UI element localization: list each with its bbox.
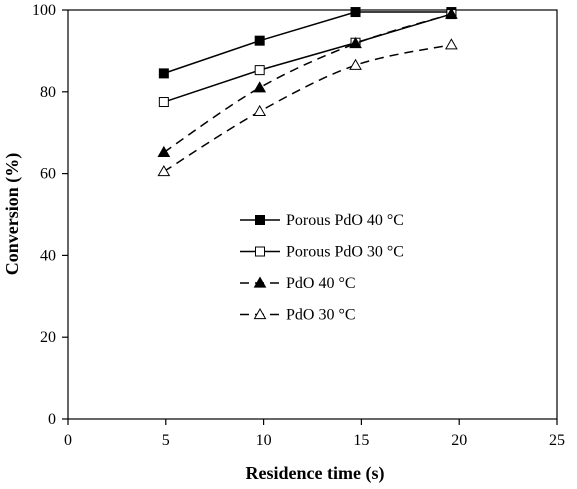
data-point — [445, 7, 458, 19]
data-point — [349, 58, 362, 70]
data-point — [253, 104, 267, 117]
x-tick-label: 20 — [451, 432, 467, 449]
x-tick-label: 10 — [256, 432, 272, 449]
legend-item: PdO 30 °C — [240, 307, 356, 324]
legend-marker — [253, 276, 267, 288]
data-point — [254, 35, 265, 46]
plot-area-border — [67, 9, 558, 420]
legend-label: Porous PdO 30 °C — [286, 244, 404, 261]
legend-marker — [255, 215, 265, 225]
data-point — [349, 37, 362, 49]
y-tick-label: 20 — [40, 329, 56, 346]
data-point — [158, 97, 169, 108]
legend-label: Porous PdO 40 °C — [286, 212, 404, 229]
data-point — [157, 165, 171, 177]
series-4 — [157, 38, 458, 177]
x-tick-label: 5 — [162, 432, 170, 449]
data-point — [350, 7, 361, 18]
data-point — [254, 65, 265, 76]
series-1 — [158, 7, 457, 79]
legend-item: Porous PdO 30 °C — [240, 244, 404, 261]
y-tick-label: 0 — [48, 411, 56, 428]
series-line — [163, 11, 452, 75]
legend-marker — [255, 246, 265, 257]
data-point — [445, 38, 458, 50]
legend-marker — [253, 307, 267, 320]
series-2 — [158, 9, 457, 108]
y-tick-label: 80 — [40, 84, 56, 101]
x-tick-label: 0 — [64, 432, 72, 449]
data-point — [157, 145, 171, 157]
legend-label: PdO 40 °C — [286, 275, 356, 292]
series-line — [163, 13, 452, 153]
legend-item: PdO 40 °C — [240, 275, 356, 292]
legend-item: Porous PdO 40 °C — [240, 212, 404, 229]
x-axis-title: Residence time (s) — [246, 463, 385, 484]
y-tick-label: 60 — [40, 166, 56, 183]
y-tick-label: 100 — [32, 2, 56, 19]
legend-label: PdO 30 °C — [286, 307, 356, 324]
y-tick-label: 40 — [40, 247, 56, 264]
x-tick-label: 15 — [353, 432, 369, 449]
series-line — [163, 44, 452, 173]
data-point — [158, 68, 169, 79]
series-3 — [157, 7, 458, 157]
y-axis-title: Conversion (%) — [2, 153, 23, 276]
x-tick-label: 25 — [549, 432, 565, 449]
data-point — [253, 81, 267, 93]
